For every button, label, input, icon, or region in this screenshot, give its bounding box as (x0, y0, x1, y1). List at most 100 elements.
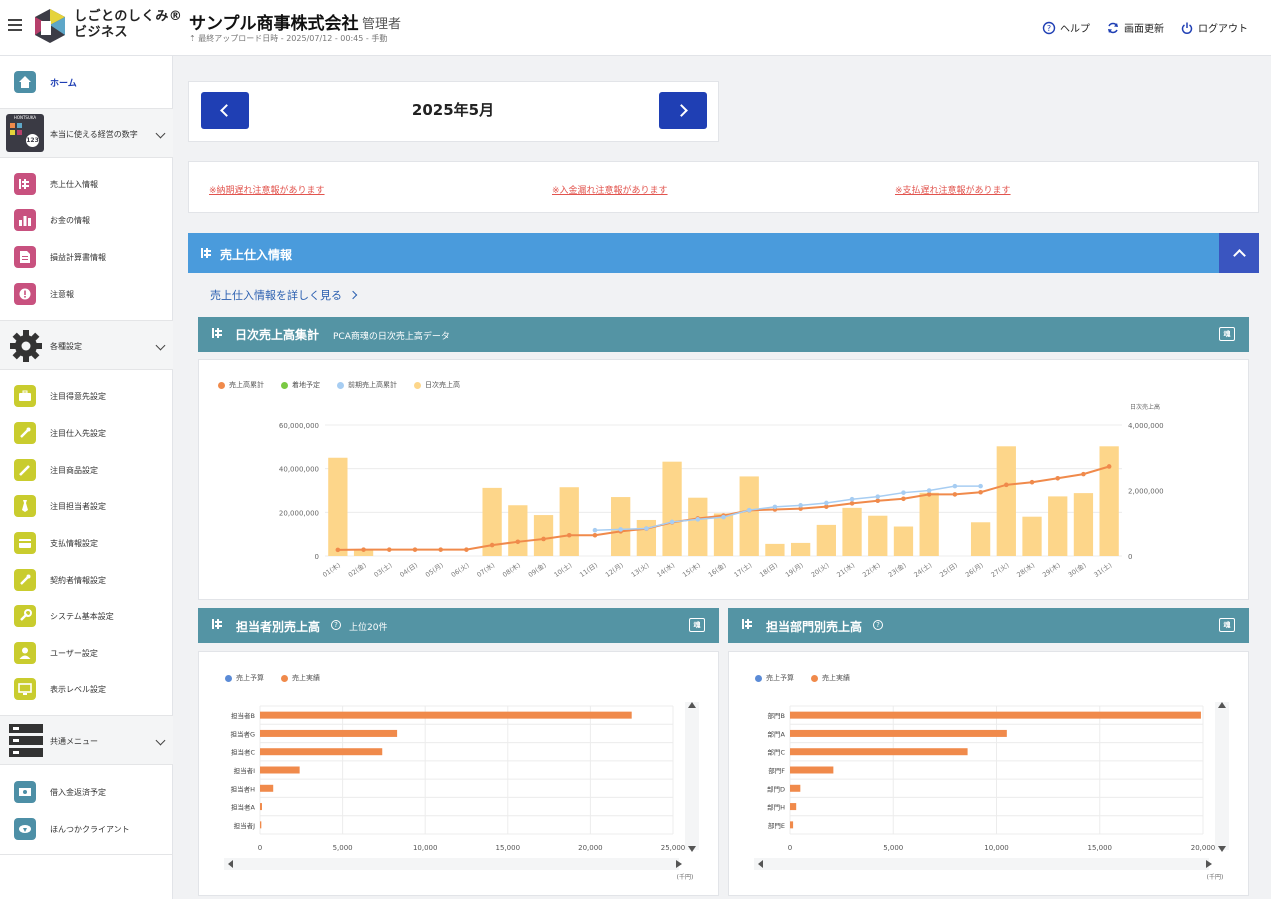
series-point (1029, 479, 1035, 485)
category-label: 担当者I (234, 766, 256, 775)
menu-icon[interactable] (8, 19, 22, 31)
credit-card-icon (14, 532, 36, 554)
briefcase-icon (14, 385, 36, 407)
x-tick-label: 31(土) (1092, 560, 1113, 579)
staff-chart-legend: 売上予算 売上実績 (225, 673, 320, 683)
legend-actual[interactable]: 売上実績 (811, 673, 850, 683)
legend-daily[interactable]: 日次売上高 (414, 380, 460, 390)
source-badge[interactable]: 魂 (689, 618, 705, 632)
actual-bar (790, 803, 797, 811)
series-point (901, 496, 906, 502)
source-badge[interactable]: 魂 (1219, 618, 1235, 632)
legend-forecast[interactable]: 着地予定 (281, 380, 320, 390)
source-badge[interactable]: 魂 (1219, 327, 1235, 341)
gear-icon (10, 330, 42, 362)
next-month-button[interactable] (659, 92, 707, 129)
sidebar-item-watch-staff[interactable]: 注目担当者設定 (0, 491, 173, 521)
sidebar-item-sales-purchase[interactable]: 売上仕入情報 (0, 169, 173, 199)
category-label: 担当者G (230, 729, 255, 738)
daily-sales-bar (1048, 496, 1068, 556)
refresh-icon (1108, 22, 1118, 33)
sidebar-group-common[interactable]: 共通メニュー (0, 715, 173, 765)
sidebar-item-display-level[interactable]: 表示レベル設定 (0, 674, 173, 704)
sidebar-item-watch-product[interactable]: 注目商品設定 (0, 455, 173, 485)
x-tick-label: 12(月) (604, 561, 625, 579)
sidebar-item-alerts[interactable]: 注意報 (0, 279, 173, 309)
series-point (926, 492, 932, 497)
sidebar-group-hontsuka[interactable]: HONTSUKA 123 本当に使える経営の数字 (0, 108, 173, 158)
cloud-download-icon (14, 818, 36, 840)
daily-sales-bar (636, 519, 657, 556)
daily-sales-bar (533, 515, 554, 556)
category-label: 部門A (768, 729, 786, 738)
help-link[interactable]: ? ヘルプ (1042, 20, 1090, 35)
sidebar-item-loan[interactable]: 借入金返済予定 (0, 777, 173, 807)
daily-sales-bar (868, 515, 888, 556)
x-tick-label: 20,000 (1191, 844, 1216, 852)
help-icon[interactable]: ? (331, 620, 341, 630)
series-point (335, 547, 341, 553)
daily-sales-bar (508, 505, 528, 556)
series-point (592, 532, 598, 538)
x-tick-label: 20(火) (810, 561, 831, 579)
series-point (926, 488, 932, 493)
daily-sales-chart: 0 20,000,000 40,000,000 60,000,000 0 2,000,00… (279, 403, 1164, 579)
series-point (1055, 475, 1061, 481)
category-label: 担当者A (231, 803, 256, 812)
payment-missing-alert[interactable]: ※入金漏れ注意報があります (552, 186, 668, 196)
server-icon (9, 724, 43, 757)
legend-actual[interactable]: 売上実績 (281, 673, 320, 683)
sidebar-item-watch-customer[interactable]: 注目得意先設定 (0, 381, 173, 411)
actual-bar (790, 748, 968, 756)
logout-link[interactable]: ログアウト (1180, 20, 1248, 35)
logo-text: しごとのしくみ® ビジネス (74, 9, 183, 40)
daily-sales-bar (559, 487, 579, 556)
y-right-axis-label: 日次売上高 (1130, 403, 1160, 411)
daily-sales-bar (790, 542, 811, 556)
company-name: サンプル商事株式会社 (189, 14, 359, 34)
x-tick-label: 06(火) (450, 561, 471, 579)
flow-icon (212, 328, 222, 338)
sidebar-item-users[interactable]: ユーザー設定 (0, 638, 173, 668)
current-month: 2025年5月 (411, 101, 495, 119)
sidebar-item-watch-supplier[interactable]: 注目仕入先設定 (0, 418, 173, 448)
legend-budget[interactable]: 売上予算 (225, 673, 264, 683)
sidebar-item-home[interactable]: ホーム (0, 67, 173, 97)
actual-bar (260, 803, 262, 811)
month-navigator (188, 81, 719, 142)
sidebar-item-pl[interactable]: 損益計算書情報 (0, 242, 173, 272)
payment-delay-alert[interactable]: ※支払遅れ注意報があります (895, 186, 1011, 196)
series-point (798, 503, 803, 508)
sidebar-item-system[interactable]: システム基本設定 (0, 601, 173, 631)
sidebar-group-settings[interactable]: 各種設定 (0, 320, 173, 370)
horizontal-scrollbar (754, 858, 1209, 870)
legend-cumulative[interactable]: 売上高累計 (218, 380, 264, 390)
x-tick-label: 10(土) (552, 560, 573, 579)
legend-budget[interactable]: 売上予算 (755, 673, 794, 683)
daily-sales-bar (1022, 516, 1042, 556)
sidebar-item-money[interactable]: お金の情報 (0, 205, 173, 235)
x-tick-label: 23(金) (886, 560, 907, 579)
help-icon[interactable]: ? (873, 620, 883, 630)
prev-month-button[interactable] (201, 92, 249, 129)
series-point (849, 496, 855, 502)
category-label: 担当者H (231, 784, 256, 793)
x-tick-label: 04(日) (398, 561, 419, 579)
actual-bar (790, 711, 1201, 719)
sidebar-item-client[interactable]: ほんつかクライアント (0, 814, 173, 844)
bar-chart-icon (14, 209, 36, 231)
x-tick-label: 17(土) (732, 560, 753, 579)
staff-sales-header (198, 608, 719, 643)
refresh-link[interactable]: 画面更新 (1106, 20, 1164, 35)
scroll-down-icon (1218, 846, 1226, 852)
x-tick-label: 15,000 (496, 844, 521, 852)
series-point (438, 547, 443, 552)
sidebar-item-payment[interactable]: 支払情報設定 (0, 528, 173, 558)
legend-prev-cumulative[interactable]: 前期売上高累計 (337, 380, 397, 390)
category-label: 担当者C (231, 748, 256, 757)
collapse-button[interactable] (1219, 233, 1259, 273)
delivery-delay-alert[interactable]: ※納期遅れ注意報があります (209, 186, 325, 196)
daily-sales-bar (662, 461, 682, 556)
more-link[interactable]: 売上仕入情報を詳しく見る (210, 287, 356, 303)
sidebar-item-contractor[interactable]: 契約者情報設定 (0, 565, 173, 595)
